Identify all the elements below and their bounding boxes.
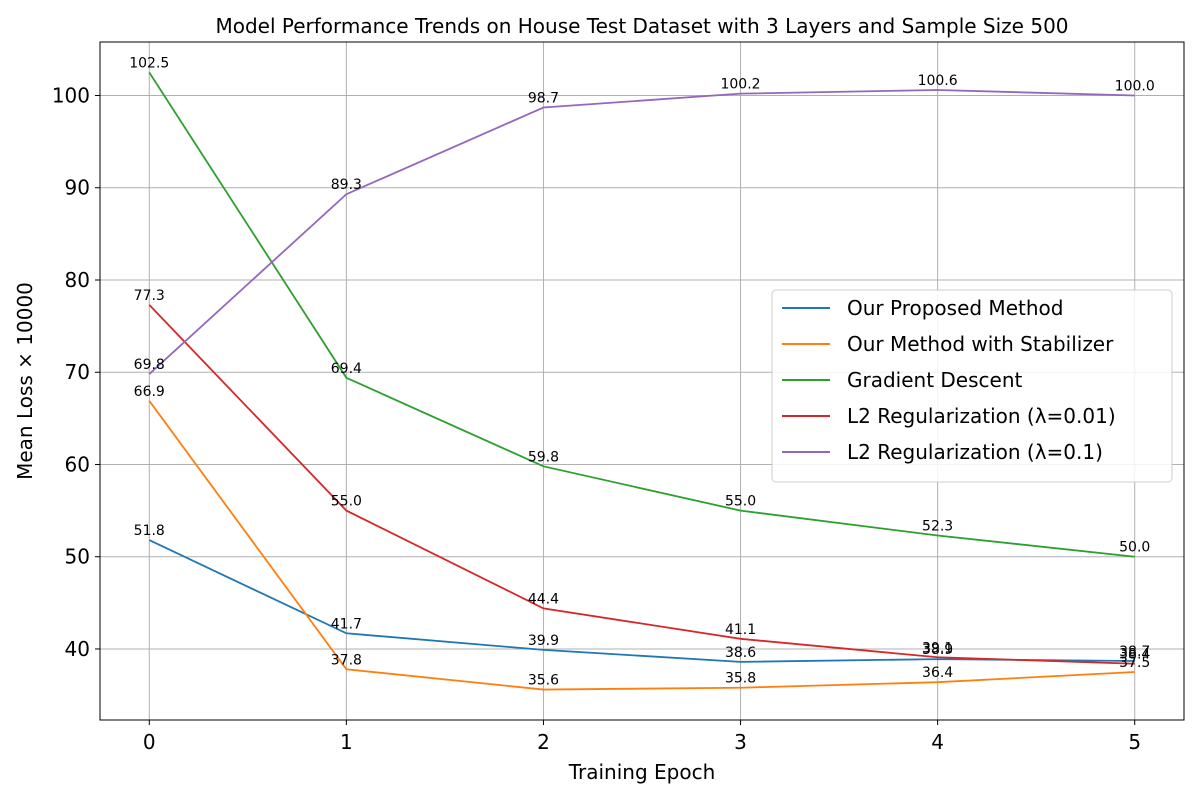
data-label: 37.5	[1119, 655, 1150, 671]
data-label: 55.0	[331, 494, 362, 510]
data-label: 52.3	[922, 519, 953, 535]
data-label: 55.0	[725, 494, 756, 510]
x-tick-label: 0	[143, 730, 156, 754]
y-tick-label: 100	[52, 84, 90, 108]
legend-entry: Gradient Descent	[847, 368, 1023, 392]
y-tick-label: 70	[65, 360, 90, 384]
legend-entry: L2 Regularization (λ=0.1)	[847, 440, 1103, 464]
data-label: 59.8	[528, 449, 559, 465]
y-tick-label: 80	[65, 268, 90, 292]
x-tick-label: 2	[537, 730, 550, 754]
data-label: 41.7	[331, 616, 362, 632]
data-label: 35.8	[725, 671, 756, 687]
chart-title: Model Performance Trends on House Test D…	[215, 14, 1068, 38]
data-label: 77.3	[134, 288, 165, 304]
legend-entry: Our Method with Stabilizer	[847, 332, 1114, 356]
x-axis-label: Training Epoch	[568, 760, 716, 784]
axis-ticks: 0 1 2 3 4 5 40 50 60 70 80 90 100	[52, 84, 1141, 754]
y-tick-label: 50	[65, 545, 90, 569]
legend-entry: L2 Regularization (λ=0.01)	[847, 404, 1116, 428]
data-label: 66.9	[134, 384, 165, 400]
data-label: 38.4	[1119, 647, 1150, 663]
data-label: 89.3	[331, 177, 362, 193]
legend: Our Proposed Method Our Method with Stabi…	[771, 289, 1173, 483]
data-label: 44.4	[528, 591, 559, 607]
series-lines	[148, 71, 1135, 691]
data-label: 51.8	[134, 523, 165, 539]
data-label: 100.6	[918, 73, 958, 89]
y-tick-label: 40	[65, 637, 90, 661]
data-label: 39.9	[528, 633, 559, 649]
y-tick-label: 90	[65, 176, 90, 200]
x-tick-label: 1	[340, 730, 353, 754]
series-line	[148, 304, 1135, 665]
plot-area-frame	[99, 41, 1185, 721]
data-label: 38.7	[1119, 644, 1150, 660]
data-label: 100.2	[720, 77, 760, 93]
series-line	[148, 89, 1135, 375]
data-label: 69.8	[134, 357, 165, 373]
data-label: 50.0	[1119, 540, 1150, 556]
x-tick-label: 3	[734, 730, 747, 754]
data-label: 98.7	[528, 90, 559, 106]
data-label: 102.5	[129, 55, 169, 71]
series-line	[148, 400, 1135, 691]
data-labels: 51.8 41.7 39.9 38.6 38.9 38.7 66.9 37.8 35.6 35.8…	[129, 55, 1155, 688]
data-label: 35.6	[528, 673, 559, 689]
data-label: 38.6	[725, 645, 756, 661]
legend-box	[771, 289, 1173, 483]
data-label: 100.0	[1115, 79, 1155, 95]
data-label: 38.9	[922, 642, 953, 658]
y-axis-label: Mean Loss × 10000	[13, 282, 37, 480]
data-label: 36.4	[922, 665, 953, 681]
series-line	[148, 539, 1135, 663]
data-label: 39.1	[922, 640, 953, 656]
data-label: 69.4	[331, 361, 362, 377]
x-tick-label: 5	[1128, 730, 1141, 754]
y-tick-label: 60	[65, 452, 90, 476]
series-line	[148, 71, 1135, 558]
legend-entry: Our Proposed Method	[847, 296, 1063, 320]
data-label: 41.1	[725, 622, 756, 638]
x-tick-label: 4	[931, 730, 944, 754]
data-label: 37.8	[331, 652, 362, 668]
